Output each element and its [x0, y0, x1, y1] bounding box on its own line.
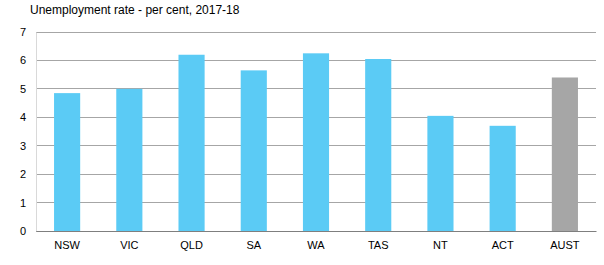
y-tick: 1	[20, 197, 36, 209]
bar	[116, 89, 142, 231]
x-tick: AUST	[550, 239, 580, 251]
x-tick-label: TAS	[368, 239, 389, 251]
y-axis: 0 1 2 3 4 5 6 7	[20, 26, 37, 237]
y-axis-line	[36, 33, 37, 232]
x-tick-label: QLD	[180, 239, 203, 251]
grid-line	[36, 32, 596, 33]
y-tick-label: 3	[20, 140, 26, 152]
y-tick-label: 7	[20, 26, 26, 38]
x-tick-label: NSW	[54, 239, 80, 251]
x-tick: WA	[307, 239, 325, 251]
x-tick: VIC	[120, 239, 138, 251]
x-tick: ACT	[492, 239, 514, 251]
x-axis: NSW VIC QLD SA WA TAS NT ACT AUST	[37, 232, 597, 251]
x-tick-label: AUST	[550, 239, 580, 251]
x-tick-label: ACT	[492, 239, 514, 251]
bar	[552, 77, 578, 231]
title: Unemployment rate - per cent, 2017-18	[30, 3, 240, 17]
bar	[178, 55, 204, 231]
bar	[241, 70, 267, 231]
y-tick-label: 4	[20, 111, 26, 123]
x-tick-label: VIC	[120, 239, 138, 251]
y-tick: 6	[20, 54, 36, 66]
bar	[303, 53, 329, 231]
y-tick: 4	[20, 111, 36, 123]
x-axis-line	[37, 231, 597, 232]
bars	[54, 53, 578, 231]
chart: Unemployment rate - per cent, 2017-18 0 1 2…	[0, 0, 604, 265]
y-tick-label: 1	[20, 197, 26, 209]
x-tick: NSW	[54, 239, 80, 251]
bar	[490, 126, 516, 231]
y-tick-label: 5	[20, 83, 26, 95]
bar	[54, 93, 80, 231]
y-tick: 3	[20, 140, 36, 152]
y-tick-label: 6	[20, 54, 26, 66]
y-tick: 2	[20, 168, 36, 180]
x-tick: SA	[246, 239, 261, 251]
x-tick-label: WA	[307, 239, 325, 251]
plot: 0 1 2 3 4 5 6 7 NSW VIC QLD SA WA TAS NT ACT AUST	[20, 26, 597, 251]
bar	[427, 116, 453, 231]
y-tick: 0	[20, 225, 36, 237]
x-tick-label: SA	[246, 239, 261, 251]
y-tick-label: 2	[20, 168, 26, 180]
y-tick-label: 0	[20, 225, 26, 237]
y-tick: 7	[20, 26, 36, 38]
x-tick: QLD	[180, 239, 203, 251]
x-tick: NT	[433, 239, 448, 251]
x-tick: TAS	[368, 239, 389, 251]
bar	[365, 59, 391, 231]
x-tick-label: NT	[433, 239, 448, 251]
y-tick: 5	[20, 83, 36, 95]
grid	[36, 32, 596, 231]
